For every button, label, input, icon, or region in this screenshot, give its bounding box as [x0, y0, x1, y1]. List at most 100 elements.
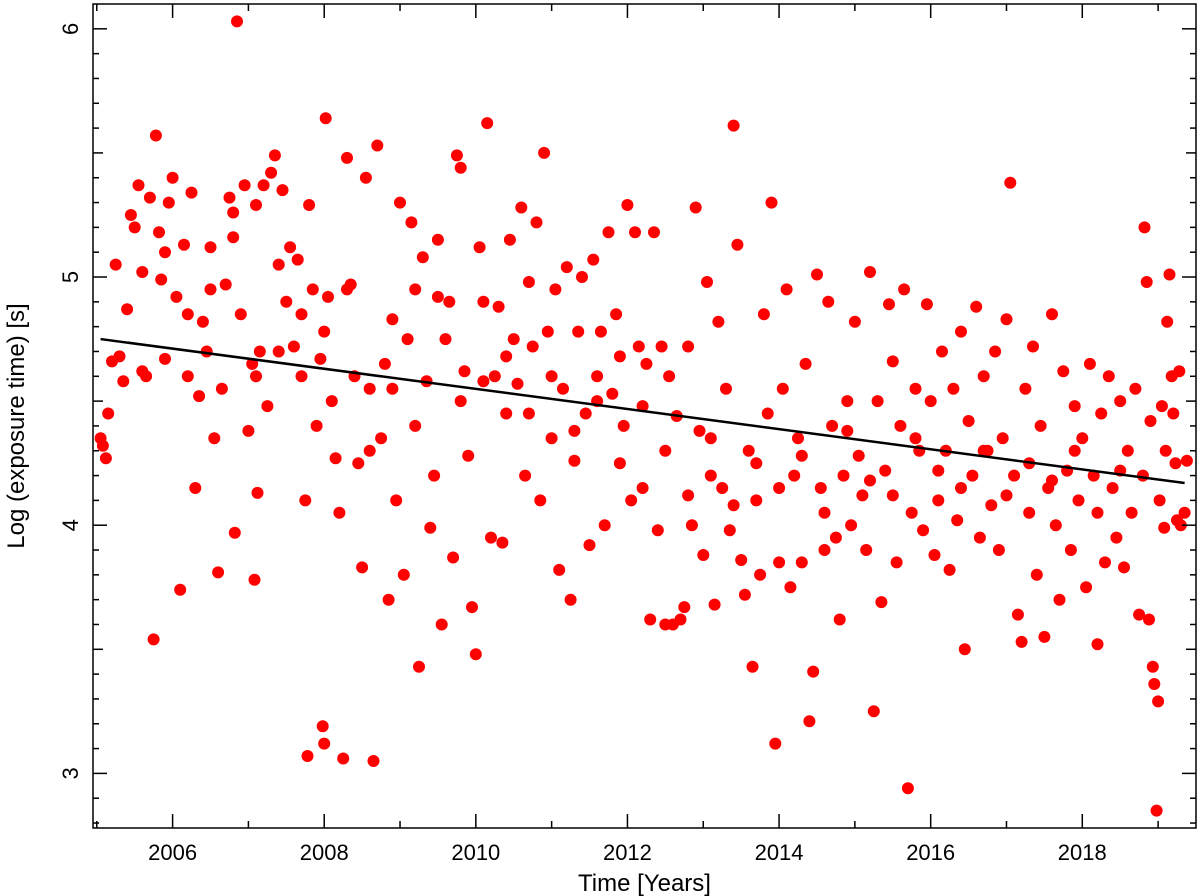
data-point — [409, 419, 422, 432]
data-point — [1004, 176, 1017, 189]
data-point — [754, 568, 767, 581]
data-point — [325, 395, 338, 408]
data-point — [318, 737, 331, 750]
data-point — [765, 196, 778, 209]
data-point — [424, 521, 437, 534]
y-tick-label: 3 — [58, 767, 83, 779]
data-point — [848, 315, 861, 328]
data-point — [1049, 519, 1062, 532]
data-point — [1095, 407, 1108, 420]
data-point — [149, 129, 162, 142]
data-point — [1102, 370, 1115, 383]
y-tick-label: 4 — [58, 519, 83, 531]
data-point — [1072, 494, 1085, 507]
data-point — [814, 482, 827, 494]
data-point — [113, 350, 126, 363]
data-point — [704, 469, 717, 482]
data-point — [189, 482, 202, 494]
data-point — [231, 15, 243, 28]
data-point — [1158, 521, 1171, 534]
data-point — [287, 340, 300, 353]
data-point — [708, 598, 721, 611]
data-point — [750, 457, 763, 470]
data-point — [534, 494, 547, 507]
data-point — [473, 241, 486, 254]
data-point — [314, 352, 327, 365]
data-point — [682, 489, 695, 502]
data-point — [181, 370, 194, 383]
data-point — [1015, 635, 1028, 648]
data-point — [1076, 432, 1089, 445]
data-point — [560, 261, 573, 274]
data-point — [386, 382, 399, 395]
data-point — [153, 226, 165, 239]
data-point — [248, 573, 261, 586]
data-point — [1121, 444, 1134, 457]
data-point — [799, 357, 812, 370]
y-tick-label: 6 — [58, 23, 83, 35]
data-point — [477, 375, 490, 388]
data-point — [284, 241, 297, 254]
y-axis-title: Log (exposure time) [s] — [3, 303, 30, 548]
data-point — [299, 494, 312, 507]
data-point — [1000, 313, 1013, 326]
data-point — [124, 209, 137, 221]
data-point — [841, 395, 854, 408]
data-point — [640, 357, 653, 370]
data-point — [909, 382, 922, 395]
data-point — [1023, 506, 1036, 519]
data-point — [1068, 400, 1081, 413]
data-point — [958, 643, 971, 656]
data-point — [215, 382, 228, 395]
data-point — [678, 601, 691, 614]
data-point — [924, 395, 937, 408]
data-point — [435, 618, 448, 631]
data-point — [723, 524, 736, 537]
x-axis-title: Time [Years] — [578, 870, 711, 896]
data-point — [632, 340, 645, 353]
data-point — [936, 345, 948, 358]
data-point — [996, 432, 1009, 445]
data-point — [985, 499, 998, 512]
data-point — [341, 283, 353, 296]
data-point — [443, 295, 456, 308]
data-point — [166, 171, 179, 184]
data-point — [447, 551, 460, 564]
data-point — [928, 549, 941, 561]
data-point — [909, 432, 922, 445]
data-point — [1110, 531, 1123, 544]
data-point — [970, 300, 983, 313]
data-point — [1038, 630, 1051, 643]
data-point — [780, 283, 793, 296]
data-point — [500, 350, 513, 363]
data-point — [204, 241, 217, 254]
data-point — [1180, 454, 1193, 467]
data-point — [795, 556, 808, 569]
data-point — [454, 161, 467, 174]
data-point — [1155, 400, 1168, 413]
data-point — [712, 315, 725, 328]
data-point — [541, 325, 554, 338]
data-point — [1140, 276, 1153, 288]
data-point — [568, 454, 581, 467]
data-point — [545, 432, 558, 445]
data-point — [170, 290, 183, 303]
axis-tick-labels: 2006 2008 2010 2012 2014 2016 2018 3 4 5 6 — [58, 23, 1107, 865]
data-point — [386, 313, 399, 326]
data-point — [439, 333, 452, 346]
data-point — [492, 300, 505, 313]
data-point — [636, 482, 649, 494]
data-point — [390, 494, 403, 507]
data-point — [613, 457, 626, 470]
data-point — [228, 526, 241, 539]
data-point — [807, 665, 820, 678]
data-point — [121, 303, 134, 316]
data-point — [977, 444, 990, 457]
data-point — [727, 499, 740, 512]
data-point — [1083, 357, 1096, 370]
data-point — [1178, 506, 1191, 519]
data-point — [598, 519, 611, 532]
data-point — [352, 457, 365, 470]
data-point — [617, 419, 630, 432]
data-point — [757, 308, 770, 321]
